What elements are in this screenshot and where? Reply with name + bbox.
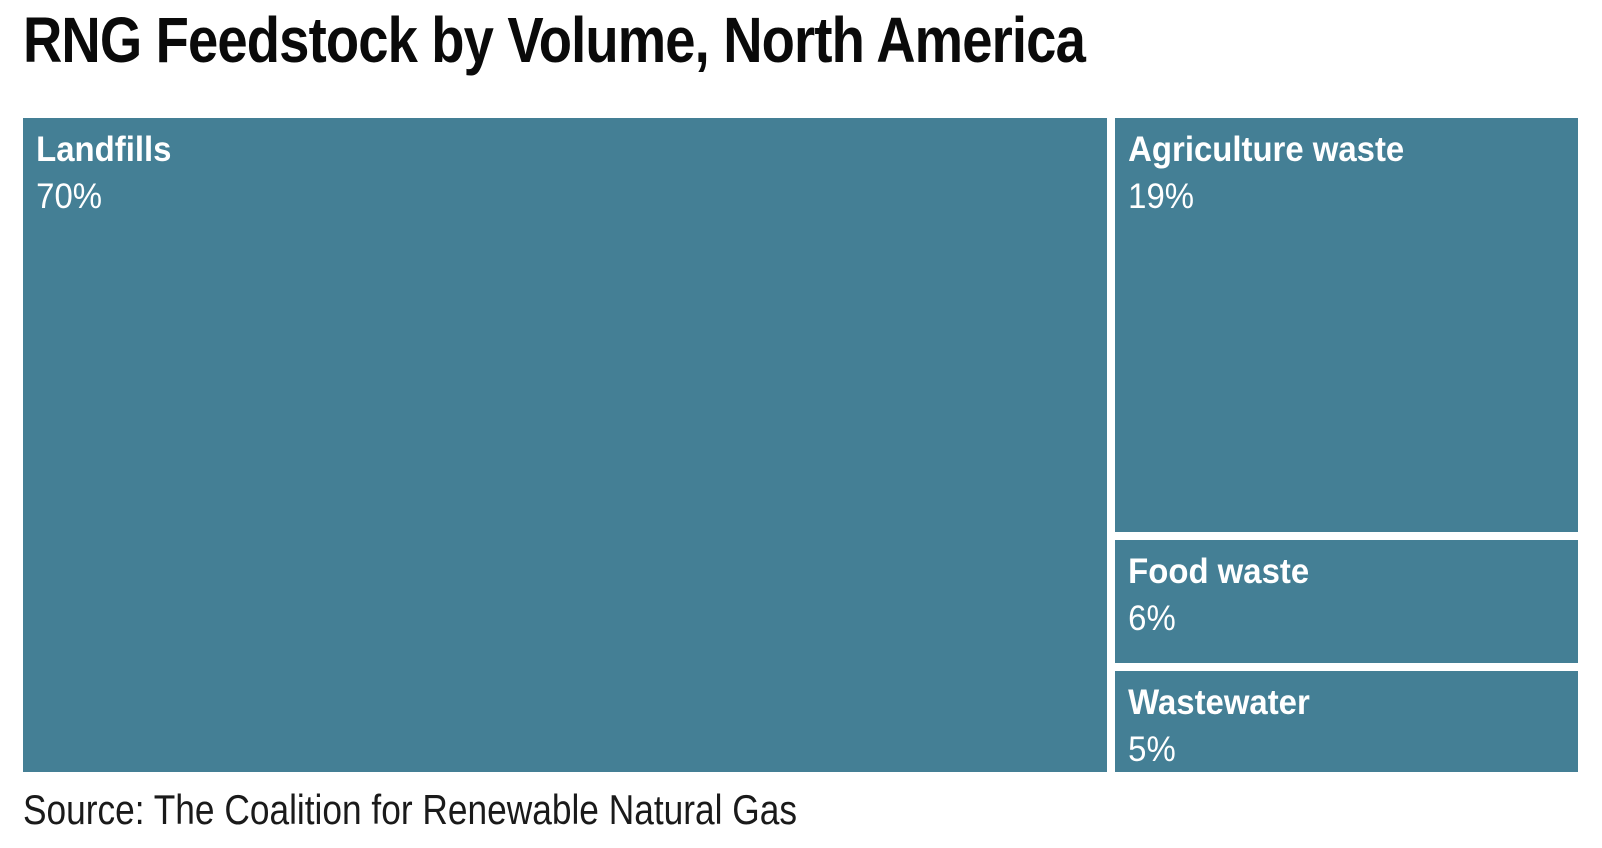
tile-text: Wastewater 5% xyxy=(1115,671,1550,772)
treemap-tile-food-waste: Food waste 6% xyxy=(1115,540,1578,663)
source-note: Source: The Coalition for Renewable Natu… xyxy=(23,786,797,833)
tile-text: Landfills 70% xyxy=(23,118,1042,220)
tile-value-wastewater: 5% xyxy=(1128,730,1176,769)
tile-text: Agriculture waste 19% xyxy=(1115,118,1550,220)
tile-value-food-waste: 6% xyxy=(1128,599,1176,638)
tile-label-food-waste: Food waste xyxy=(1128,552,1310,591)
tile-label-landfills: Landfills xyxy=(36,130,172,169)
tile-text: Food waste 6% xyxy=(1115,540,1550,642)
treemap: Landfills 70% Agriculture waste 19% Food… xyxy=(23,118,1578,772)
treemap-tile-landfills: Landfills 70% xyxy=(23,118,1107,772)
tile-label-agriculture-waste: Agriculture waste xyxy=(1128,130,1405,169)
tile-label-wastewater: Wastewater xyxy=(1128,683,1310,722)
chart-title: RNG Feedstock by Volume, North America xyxy=(23,4,1086,76)
tile-value-agriculture-waste: 19% xyxy=(1128,177,1195,216)
tile-value-landfills: 70% xyxy=(36,177,103,216)
treemap-tile-agriculture-waste: Agriculture waste 19% xyxy=(1115,118,1578,532)
treemap-tile-wastewater: Wastewater 5% xyxy=(1115,671,1578,772)
